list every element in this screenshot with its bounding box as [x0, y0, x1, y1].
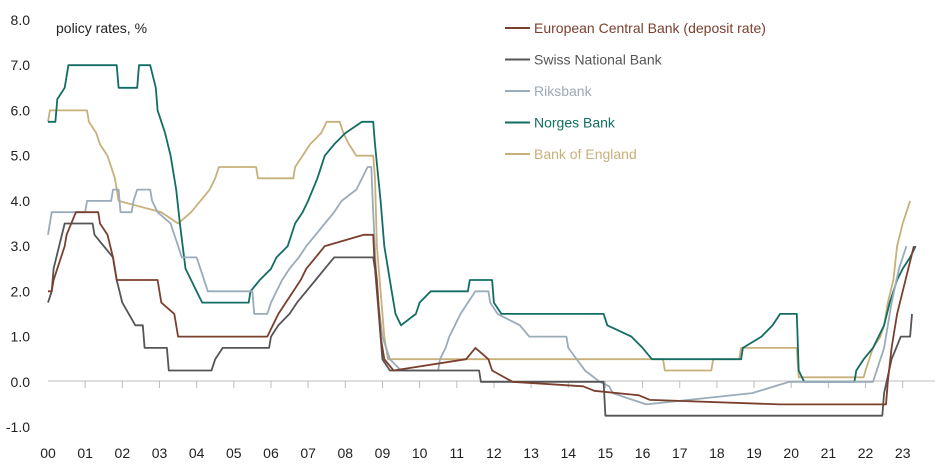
legend-label: Norges Bank: [534, 115, 616, 131]
x-axis: 00 01 02 03 04 05 06 07 08 09 10 11 12 13 14 15 16 17 18 19…: [40, 380, 935, 461]
y-tick-label: 5.0: [11, 148, 31, 164]
y-tick-label: 8.0: [11, 12, 31, 28]
series-line-0: [48, 211, 915, 406]
x-tick-label: 13: [523, 445, 539, 461]
x-tick-label: 02: [115, 445, 131, 461]
x-tick-label: 06: [263, 445, 279, 461]
x-tick-label: 18: [709, 445, 725, 461]
x-tick-label: 11: [449, 445, 464, 461]
x-tick-label: 22: [858, 445, 874, 461]
y-tick-label: 0.0: [11, 374, 31, 390]
series-line-4: [47, 109, 911, 379]
series-lines: [47, 64, 917, 417]
x-tick-label: 04: [189, 445, 205, 461]
x-tick-label: 08: [337, 445, 353, 461]
series-line-1: [47, 222, 913, 417]
x-tick-label: 23: [895, 445, 911, 461]
legend-label: European Central Bank (deposit rate): [534, 20, 766, 36]
x-tick-label: 20: [783, 445, 799, 461]
x-tick-label: 12: [486, 445, 502, 461]
y-tick-label: -1.0: [6, 419, 30, 435]
x-tick-label: 07: [300, 445, 316, 461]
x-tick-label: 17: [672, 445, 688, 461]
y-tick-label: 2.0: [11, 283, 31, 299]
legend: European Central Bank (deposit rate) Swis…: [505, 20, 766, 162]
y-axis-ticks: 8.0 7.0 6.0 5.0 4.0 3.0 2.0 1.0 0.0 -1.0: [6, 12, 30, 435]
x-tick-label: 15: [598, 445, 614, 461]
x-tick-label: 01: [77, 445, 93, 461]
x-tick-label: 21: [821, 445, 837, 461]
y-axis-label: policy rates, %: [56, 20, 147, 36]
y-tick-label: 6.0: [11, 102, 31, 118]
legend-label: Bank of England: [534, 146, 637, 162]
y-tick-label: 1.0: [11, 329, 31, 345]
y-tick-label: 7.0: [11, 57, 31, 73]
x-tick-label: 10: [412, 445, 428, 461]
x-tick-label: 14: [560, 445, 576, 461]
series-line-3: [48, 64, 917, 383]
y-tick-label: 3.0: [11, 238, 31, 254]
x-tick-label: 03: [152, 445, 168, 461]
y-tick-label: 4.0: [11, 193, 31, 209]
x-tick-label: 16: [635, 445, 651, 461]
legend-label: Swiss National Bank: [534, 52, 663, 68]
x-tick-label: 19: [746, 445, 762, 461]
x-tick-label: 09: [375, 445, 391, 461]
x-tick-label: 05: [226, 445, 242, 461]
x-tick-label: 00: [40, 445, 56, 461]
legend-label: Riksbank: [534, 83, 593, 99]
